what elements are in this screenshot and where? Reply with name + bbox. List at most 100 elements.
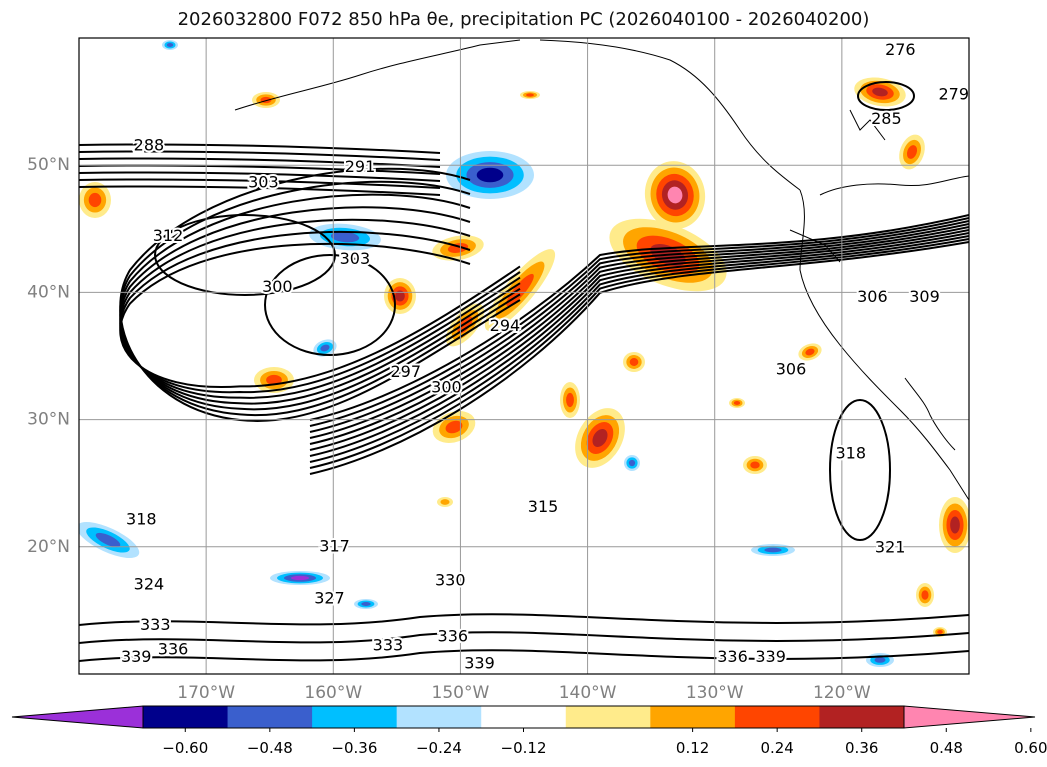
precip-patch xyxy=(395,290,405,302)
contour-line xyxy=(79,649,969,662)
contour-label: 300 xyxy=(262,277,293,296)
colorbar-segment xyxy=(143,706,229,728)
contour-label: 294 xyxy=(490,316,521,335)
contour-line xyxy=(119,231,521,394)
latitude-tick-label: 50°N xyxy=(27,155,70,175)
colorbar-tick-label: 0.24 xyxy=(760,739,793,757)
latitude-tick-label: 30°N xyxy=(27,410,70,430)
contour-label: 318 xyxy=(835,443,866,462)
precip-patch xyxy=(320,344,330,352)
precip-patch xyxy=(937,630,943,634)
contour-label: 336 xyxy=(158,639,189,658)
colorbar-extend-max xyxy=(903,705,1036,729)
contour-line xyxy=(309,223,969,439)
contour-label: 339 xyxy=(121,647,152,666)
colorbar-tick-label: 0.60 xyxy=(1014,739,1047,757)
contour-label: 279 xyxy=(938,85,969,104)
colorbar-tick-label: −0.48 xyxy=(247,739,293,757)
precip-patch xyxy=(906,145,918,159)
contour-label: 306 xyxy=(776,359,807,378)
contour-label: 333 xyxy=(140,615,171,634)
contour-line xyxy=(119,242,521,389)
precip-patch xyxy=(733,401,741,405)
precip-patch xyxy=(526,93,534,97)
precip-patch xyxy=(445,420,463,434)
contour-line xyxy=(309,238,969,469)
contour-label: 297 xyxy=(390,362,421,381)
precip-patch xyxy=(166,43,174,47)
contour-label: 339 xyxy=(464,653,495,672)
contour-label: 321 xyxy=(875,538,906,557)
precip-patch xyxy=(566,392,574,408)
contour-line xyxy=(264,254,396,356)
precip-patch xyxy=(750,461,760,469)
colorbar-tick-label: 0.36 xyxy=(845,739,878,757)
contour-label: 330 xyxy=(435,571,466,590)
contour-label: 324 xyxy=(134,574,165,593)
colorbar-segment xyxy=(312,706,398,728)
precip-patch xyxy=(764,547,782,553)
contour-line xyxy=(829,399,891,541)
contour-label: 333 xyxy=(373,636,404,655)
colorbar-tick-label: −0.36 xyxy=(331,739,377,757)
map-title: 2026032800 F072 850 hPa θe, precipitatio… xyxy=(177,9,870,30)
precip-patch xyxy=(476,167,504,183)
precip-patch xyxy=(874,657,886,663)
longitude-tick-label: 130°W xyxy=(686,683,744,703)
contour-label: 276 xyxy=(885,40,916,59)
contour-label: 306 xyxy=(857,287,888,306)
contour-line xyxy=(154,214,336,296)
map-frame xyxy=(78,37,970,675)
longitude-tick-label: 120°W xyxy=(813,683,871,703)
map-plot-area: 288 291 303 312 303 300 294 297 300 306 315 318 318 3… xyxy=(79,38,969,674)
contour-label: 288 xyxy=(134,136,165,155)
contour-line xyxy=(79,631,969,644)
contour-label: 303 xyxy=(248,173,279,192)
precip-patch xyxy=(330,231,360,243)
contour-line xyxy=(79,613,969,626)
precip-patch xyxy=(950,516,960,534)
colorbar: −0.60 −0.48 −0.36 −0.24 −0.12 0.12 0.24 0.36 0.4… xyxy=(11,705,1047,757)
colorbar-tick-label: −0.60 xyxy=(162,739,208,757)
colorbar-segment xyxy=(481,706,567,728)
longitude-tick-labels: 170°W 160°W 150°W 140°W 130°W 120°W xyxy=(177,683,871,703)
longitude-tick-label: 150°W xyxy=(432,683,490,703)
contour-line xyxy=(79,171,441,182)
colorbar-tick-label: 0.48 xyxy=(930,739,963,757)
precip-patch xyxy=(266,374,282,386)
gridlines xyxy=(79,38,969,674)
longitude-tick-label: 140°W xyxy=(559,683,617,703)
contour-label: 339 xyxy=(755,647,786,666)
contour-label: 303 xyxy=(340,249,371,268)
contour-label: 336 xyxy=(717,647,748,666)
precip-patch xyxy=(805,348,815,356)
contour-line xyxy=(309,229,969,451)
latitude-tick-labels: 50°N 40°N 30°N 20°N xyxy=(27,155,70,557)
precip-patch xyxy=(290,575,310,581)
precipitation-shading xyxy=(79,40,969,667)
colorbar-segment xyxy=(227,706,313,728)
contour-label: 318 xyxy=(126,510,157,529)
precip-patch xyxy=(440,499,450,505)
contour-label: 327 xyxy=(314,588,345,607)
contour-line xyxy=(79,143,441,154)
colorbar-segment xyxy=(819,706,905,728)
contour-label: 317 xyxy=(319,536,350,555)
latitude-tick-label: 20°N xyxy=(27,537,70,557)
precip-patch xyxy=(361,602,371,606)
precip-patch xyxy=(629,358,639,366)
coastline xyxy=(234,39,521,111)
latitude-tick-label: 40°N xyxy=(27,282,70,302)
contour-line xyxy=(309,226,969,445)
contour-label: 336 xyxy=(438,627,469,646)
precip-patch xyxy=(667,186,683,204)
contour-line xyxy=(857,81,915,111)
coastline xyxy=(539,39,801,191)
contour-label: 312 xyxy=(153,226,184,245)
contour-line xyxy=(309,217,969,427)
colorbar-segment xyxy=(734,706,820,728)
contour-line xyxy=(79,178,441,189)
colorbar-tick-label: −0.24 xyxy=(416,739,462,757)
contour-line xyxy=(309,235,969,463)
